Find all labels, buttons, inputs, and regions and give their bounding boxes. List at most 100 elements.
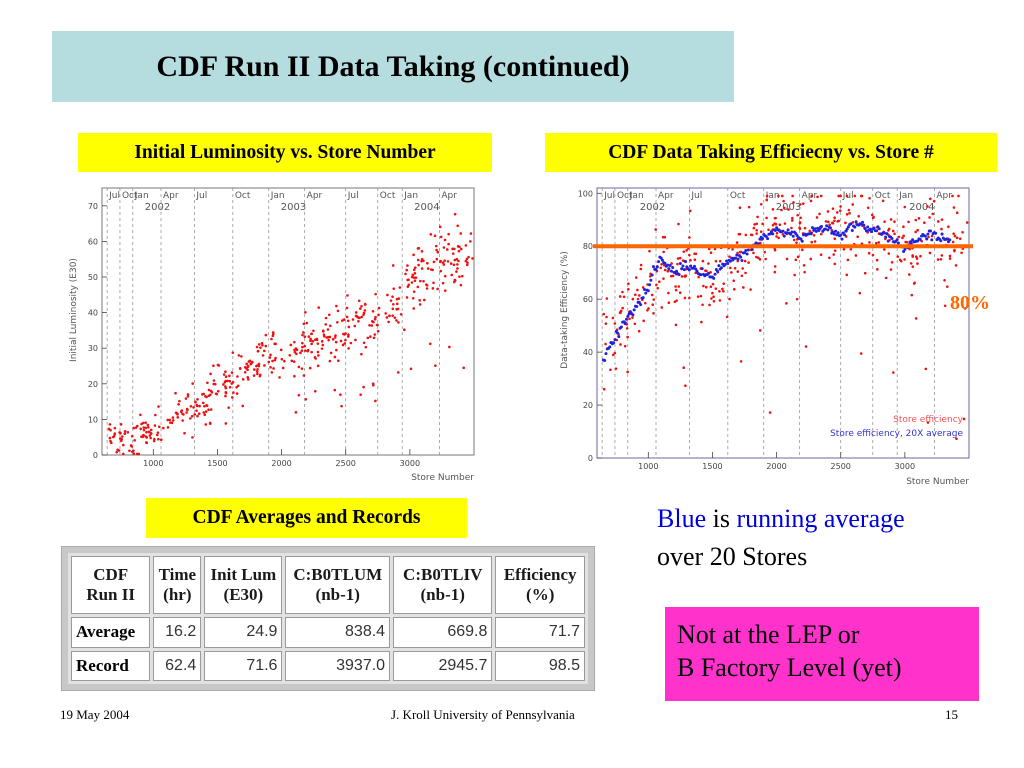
eff-data-point [636,297,640,301]
lum-data-point [452,247,456,251]
lum-data-point [456,267,459,270]
running-average-point [813,227,817,231]
eff-data-point [827,220,830,224]
lum-data-point [438,225,442,229]
lum-data-point [316,350,320,354]
lum-data-point [191,382,194,385]
eff-data-point [730,271,733,274]
eff-data-point [917,217,921,220]
running-average-point [811,226,815,230]
lum-data-point [295,352,298,356]
running-average-point [925,237,929,241]
lum-data-point [294,411,298,414]
running-average-point [861,220,865,224]
eff-data-point [741,267,744,270]
lum-data-point [416,258,420,262]
eff-data-point [940,227,943,231]
eff-data-point [602,387,606,391]
lum-data-point [183,431,186,435]
lum-data-point [123,430,127,433]
lum-data-point [310,332,314,336]
eff-data-point [701,303,704,307]
eff-data-point [738,206,742,210]
lum-data-point [341,343,345,347]
lum-data-point [453,278,457,282]
lum-data-point [171,416,175,419]
lum-data-point [339,393,342,396]
eff-data-point [833,216,836,220]
eff-data-point [916,262,919,265]
eff-data-point [628,317,631,321]
lum-data-point [372,383,375,387]
lum-data-point [391,295,394,298]
lum-chart-label-text: Initial Luminosity vs. Store Number [134,141,436,163]
eff-data-point [907,220,910,224]
eff-data-point [618,295,622,298]
lum-data-point [301,341,304,345]
lum-data-point [347,333,350,337]
running-average-point [854,220,858,224]
lum-data-point [202,411,206,414]
eff-data-point [875,258,879,262]
lum-data-point [189,417,192,420]
lum-data-point [132,426,135,430]
eff-data-point [903,205,907,209]
eff-data-point [802,264,806,267]
eff-data-point [604,322,608,325]
plot-frame [596,187,970,459]
eff-data-point [787,208,790,211]
eff-data-point [626,370,629,374]
lum-data-point [224,385,227,388]
eff-data-point [749,233,753,237]
lum-data-point [420,267,424,270]
lum-data-point [409,367,413,371]
lum-data-point [341,319,344,322]
lum-data-point [142,426,146,429]
lum-data-point [326,328,330,331]
running-average-point [895,238,899,242]
eff-data-point [883,220,886,223]
lum-data-point [404,272,407,276]
y-tick-label: 80 [583,242,593,251]
lum-data-point [414,276,418,279]
running-average-point [734,256,738,260]
lum-data-point [201,401,205,405]
eff-data-point [947,225,950,229]
eff-data-point [847,208,851,212]
lum-data-point [316,342,320,345]
eff-data-point [699,294,703,298]
lum-data-point [112,434,116,438]
lum-data-point [321,343,325,347]
eff-data-point [758,258,762,261]
eff-data-point [634,276,638,279]
x-tick-label: 2000 [271,459,291,468]
eff-data-point [644,301,647,305]
table-cell: 62.4 [153,650,202,681]
lum-data-point [346,294,349,297]
eff-data-point [670,262,673,265]
eff-data-point [729,266,732,270]
lum-data-point [420,250,424,253]
lum-data-point [418,303,422,306]
eff-data-point [831,221,835,225]
eff-data-point [863,271,867,275]
lum-data-point [395,302,399,306]
eff-data-point [688,296,691,300]
month-label: Jan [134,191,149,201]
eff-data-point [958,237,962,240]
lum-data-point [406,264,409,267]
eff-data-point [619,343,622,346]
lum-data-point [432,260,436,264]
eff-data-point [943,279,946,282]
eff-data-point [765,198,769,202]
lum-data-point [256,349,260,353]
eff-data-point [952,232,955,235]
lum-data-point [196,398,199,401]
plot-frame [101,187,475,456]
running-average-point [890,236,894,240]
lum-data-point [205,404,208,407]
running-average-point [687,268,691,272]
eff-data-point [961,230,964,234]
eff-data-point [846,258,850,262]
lum-data-point [317,354,320,357]
